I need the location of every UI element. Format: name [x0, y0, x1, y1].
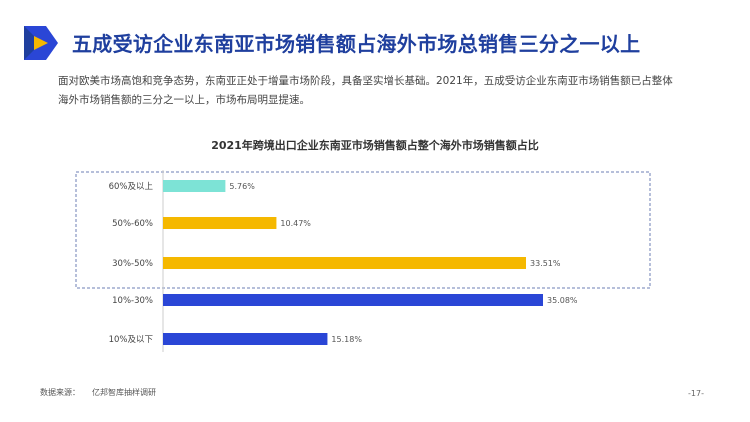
chart-title: 2021年跨境出口企业东南亚市场销售额占整个海外市场销售额占比 [211, 139, 539, 152]
bar [163, 294, 543, 306]
page-title: 五成受访企业东南亚市场销售额占海外市场总销售三分之一以上 [72, 32, 641, 56]
source-label: 数据来源： [40, 388, 80, 397]
description-line-2: 海外市场销售额的三分之一以上，市场布局明显提速。 [58, 94, 310, 106]
description-line-1: 面对欧美市场高饱和竞争态势，东南亚正处于增量市场阶段，具备坚实增长基础。2021… [58, 75, 673, 87]
bar-chart: 60%及以上 5.76% 50%-60% 10.47% 30%-50% 33.51% 10%… [75, 170, 651, 352]
bar [163, 180, 226, 192]
data-label: 35.08% [547, 296, 578, 305]
bar [163, 257, 526, 269]
highlight-box [75, 171, 651, 289]
category-label: 10%-30% [112, 296, 153, 306]
play-triangle-logo-icon [24, 26, 58, 60]
category-label: 10%及以下 [109, 335, 154, 345]
source-value: 亿邦智库抽样调研 [92, 388, 156, 397]
data-label: 15.18% [331, 335, 362, 344]
category-label: 60%及以上 [109, 182, 154, 192]
category-label: 50%-60% [112, 219, 153, 229]
bar [163, 333, 328, 345]
category-label: 30%-50% [112, 259, 153, 269]
data-source: 数据来源： 亿邦智库抽样调研 [40, 387, 156, 398]
data-label: 10.47% [280, 219, 311, 228]
description: 面对欧美市场高饱和竞争态势，东南亚正处于增量市场阶段，具备坚实增长基础。2021… [58, 72, 698, 110]
data-label: 5.76% [229, 182, 255, 191]
bar [163, 217, 277, 229]
page-number: -17- [688, 389, 704, 398]
data-label: 33.51% [530, 259, 561, 268]
